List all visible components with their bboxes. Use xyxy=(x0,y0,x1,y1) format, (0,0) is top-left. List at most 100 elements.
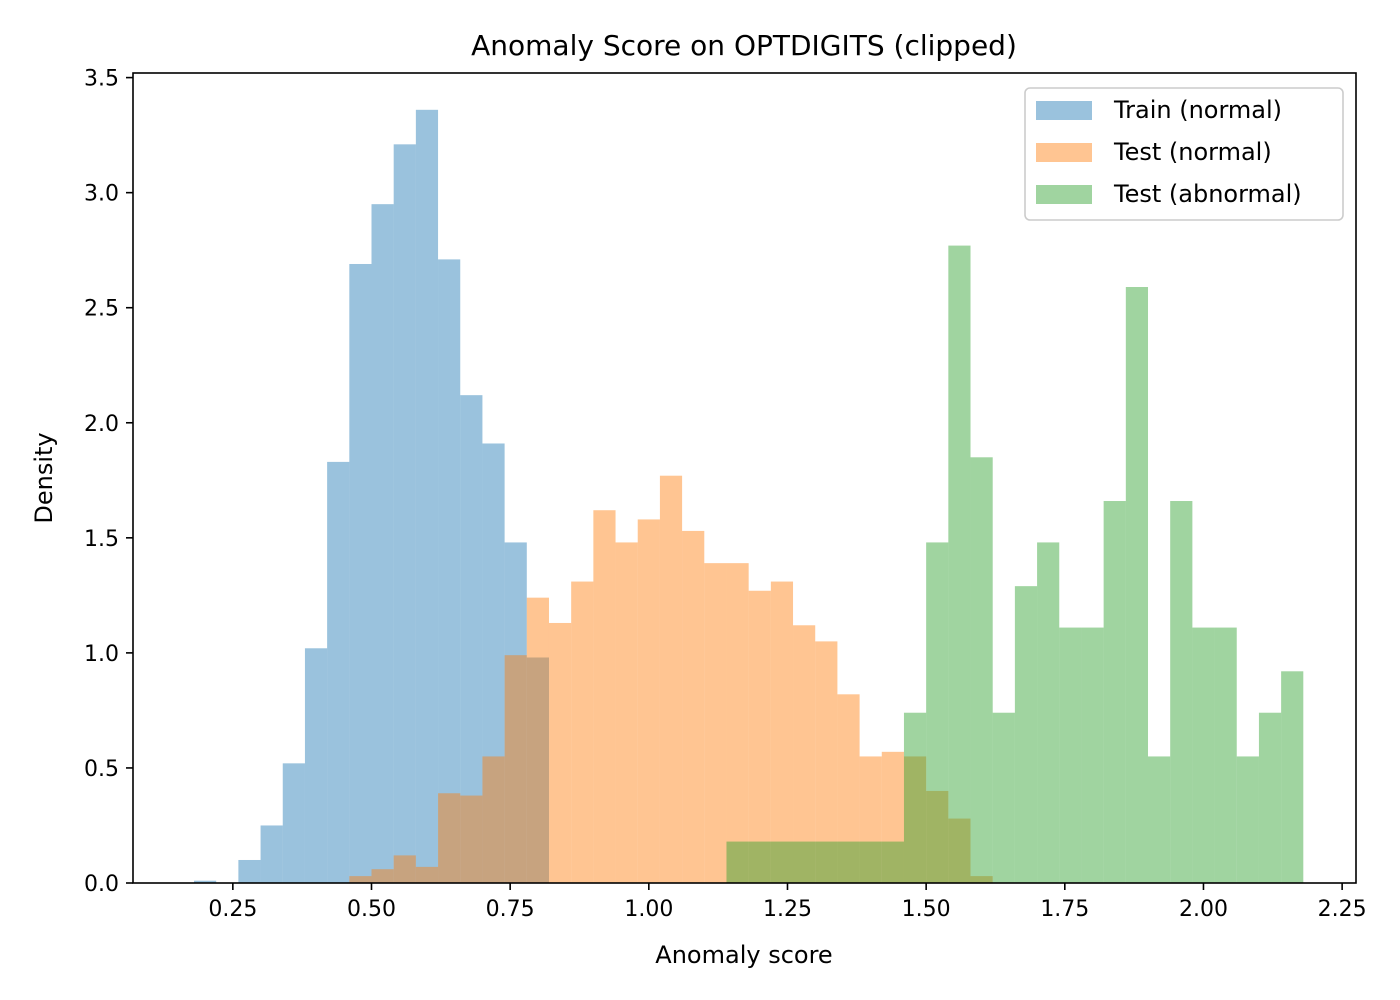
histogram-bar xyxy=(1236,756,1259,883)
histogram-bar xyxy=(770,841,794,883)
legend-label: Test (abnormal) xyxy=(1113,180,1302,208)
histogram-bar xyxy=(859,841,882,883)
histogram-bar xyxy=(881,751,904,883)
histogram-bar xyxy=(793,625,816,883)
plot-frame xyxy=(132,72,1357,884)
histogram-bar xyxy=(282,763,305,883)
x-tick-label: 0.50 xyxy=(347,897,396,922)
histogram-bar xyxy=(526,657,549,883)
histogram-bar xyxy=(992,712,1015,883)
histogram-bar xyxy=(526,597,549,883)
histogram-bar xyxy=(1170,501,1193,883)
histogram-bar xyxy=(349,876,372,883)
legend-swatch xyxy=(1036,101,1092,120)
x-tick-label: 0.25 xyxy=(208,897,257,922)
histogram-bar xyxy=(304,648,328,883)
y-tick-label: 2.0 xyxy=(84,412,119,437)
series-0-bars xyxy=(194,109,549,884)
histogram-bar xyxy=(837,694,860,883)
histogram-bar xyxy=(371,204,394,883)
histogram-bar xyxy=(637,519,660,883)
histogram-bar xyxy=(793,841,816,883)
histogram-bar xyxy=(371,869,394,883)
y-tick-label: 1.5 xyxy=(84,527,119,552)
y-tick-label: 0.0 xyxy=(84,872,119,897)
y-axis-label: Density xyxy=(30,432,58,523)
histogram-bar xyxy=(726,841,749,883)
histogram-bar xyxy=(615,542,638,883)
x-tick-label: 2.25 xyxy=(1318,897,1367,922)
histogram-bar xyxy=(770,581,794,883)
histogram-bar xyxy=(1059,627,1082,883)
histogram-bar xyxy=(903,712,927,883)
legend-swatch xyxy=(1036,185,1092,204)
series-1-bars xyxy=(349,475,993,883)
histogram-bar xyxy=(393,144,416,884)
histogram-bar xyxy=(571,581,594,883)
x-axis-label: Anomaly score xyxy=(655,941,832,969)
x-tick-label: 1.50 xyxy=(902,897,951,922)
y-tick-label: 3.0 xyxy=(84,182,119,207)
bars-layer xyxy=(194,109,1304,884)
y-axis: 0.0 0.5 1.0 1.5 2.0 2.5 3.0 3.5 xyxy=(84,67,133,897)
histogram-bar xyxy=(1081,627,1104,883)
legend-box xyxy=(1024,87,1344,221)
histogram-bar xyxy=(327,461,350,883)
histogram-bar xyxy=(238,859,261,883)
histogram-bar xyxy=(460,795,483,883)
histogram-bar xyxy=(948,818,971,883)
y-tick-label: 3.5 xyxy=(84,67,119,92)
histogram-bar xyxy=(482,443,505,883)
series-2-bars xyxy=(726,245,1304,884)
x-axis: 0.25 0.50 0.75 1.00 1.25 1.50 1.75 2.00 2.25 xyxy=(208,883,1367,922)
legend-label: Test (normal) xyxy=(1113,138,1272,166)
histogram-bar xyxy=(748,590,771,883)
histogram-bar xyxy=(194,880,217,883)
y-tick-label: 1.0 xyxy=(84,642,119,667)
histogram-bar xyxy=(926,542,949,883)
histogram-bar xyxy=(659,475,683,883)
histogram-bar xyxy=(349,263,372,883)
histogram-bar xyxy=(881,841,904,883)
histogram-bar xyxy=(1125,287,1149,883)
histogram-bar xyxy=(260,825,283,883)
histogram-bar xyxy=(903,756,927,883)
histogram-bar xyxy=(682,530,705,883)
histogram-bar xyxy=(1281,671,1304,883)
histogram-bar xyxy=(1258,712,1282,883)
histogram-bar xyxy=(859,756,882,883)
histogram-bar xyxy=(1103,501,1126,883)
x-tick-label: 1.00 xyxy=(624,897,673,922)
histogram-bar xyxy=(1148,756,1171,883)
histogram-bar xyxy=(460,395,483,883)
y-tick-label: 0.5 xyxy=(84,757,119,782)
histogram-bar xyxy=(415,866,439,883)
legend-label: Train (normal) xyxy=(1113,96,1282,124)
histogram-bar xyxy=(482,756,505,883)
histogram-bar xyxy=(970,876,993,883)
x-tick-label: 1.25 xyxy=(763,897,812,922)
histogram-bar xyxy=(1214,627,1237,883)
histogram-bar xyxy=(748,841,771,883)
histogram-bar xyxy=(1037,542,1060,883)
chart-title: Anomaly Score on OPTDIGITS (clipped) xyxy=(471,29,1017,62)
y-tick-label: 2.5 xyxy=(84,297,119,322)
histogram-bar xyxy=(815,841,838,883)
histogram-bar xyxy=(438,259,461,883)
histogram-bar xyxy=(815,641,838,883)
x-tick-label: 0.75 xyxy=(486,897,535,922)
histogram-bar xyxy=(438,793,461,883)
histogram-bar xyxy=(1014,586,1038,883)
legend-swatch xyxy=(1036,143,1092,162)
legend: Train (normal) Test (normal) Test (abnorma… xyxy=(1024,87,1344,221)
histogram-bar xyxy=(393,855,416,883)
histogram-bar xyxy=(837,841,860,883)
histogram-bar xyxy=(1192,627,1215,883)
histogram-bar xyxy=(415,109,439,884)
histogram-bar xyxy=(504,655,527,883)
x-tick-label: 2.00 xyxy=(1179,897,1228,922)
histogram-bar xyxy=(726,563,749,883)
histogram-bar xyxy=(504,542,527,883)
x-tick-label: 1.75 xyxy=(1040,897,1089,922)
